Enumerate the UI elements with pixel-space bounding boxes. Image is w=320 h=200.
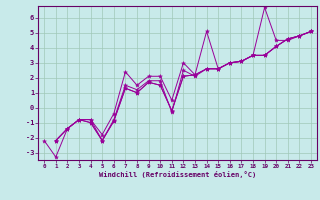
X-axis label: Windchill (Refroidissement éolien,°C): Windchill (Refroidissement éolien,°C)	[99, 171, 256, 178]
